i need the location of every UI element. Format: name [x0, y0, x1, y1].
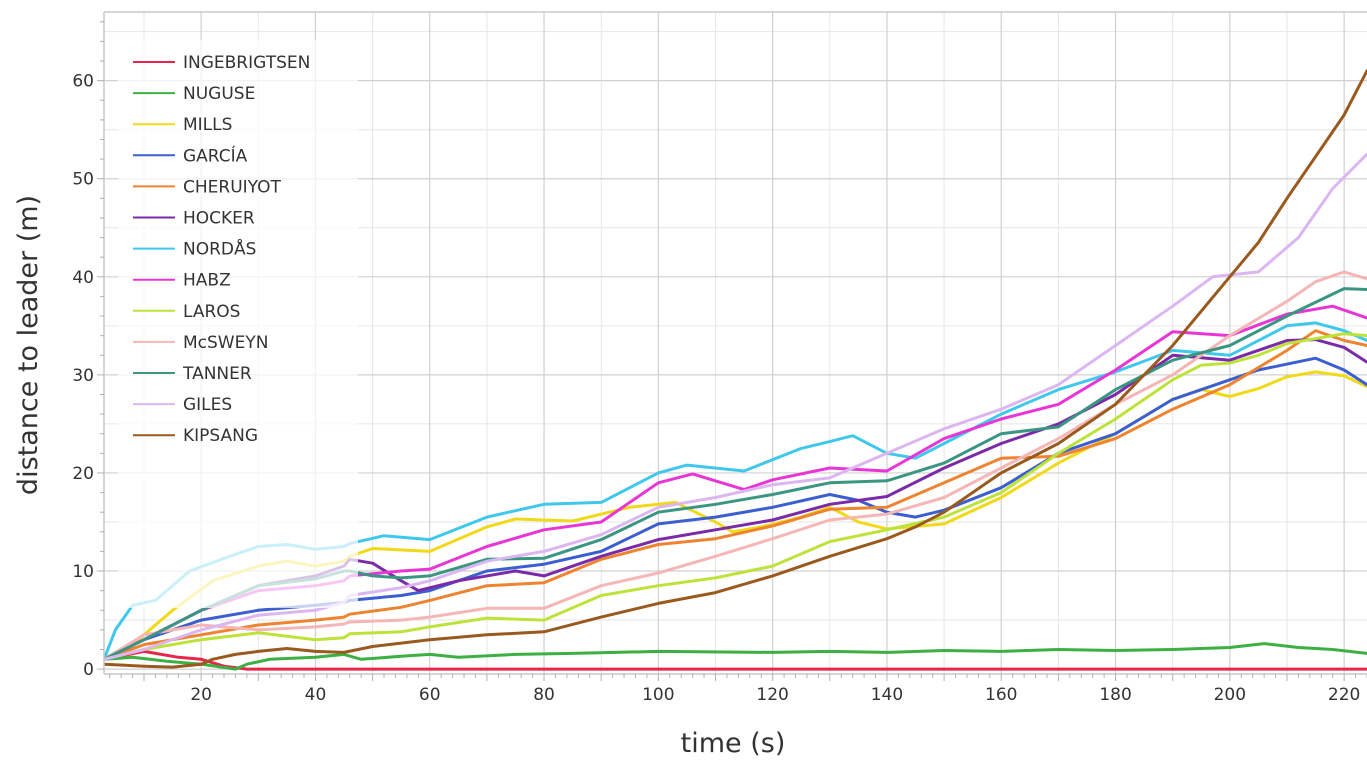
- legend-entry-label: NORDÅS: [183, 238, 256, 260]
- legend-entry-label: CHERUIYOT: [183, 177, 281, 197]
- legend-entry-label: HABZ: [183, 271, 231, 291]
- x-tick-label: 140: [871, 685, 903, 705]
- x-tick-label: 160: [985, 685, 1017, 705]
- series-line-mcsweyn: [104, 270, 1367, 661]
- legend-entry-label: TANNER: [182, 364, 252, 384]
- legend-entry-label: LAROS: [183, 302, 240, 322]
- x-tick-label: 120: [756, 685, 788, 705]
- legend-entry-label: GARCÍA: [183, 144, 248, 166]
- series-line-laros: [104, 332, 1367, 661]
- x-tick-label: 20: [190, 685, 212, 705]
- x-axis-title: time (s): [681, 728, 786, 759]
- x-tick-label: 100: [642, 685, 674, 705]
- y-tick-label: 50: [72, 170, 94, 190]
- legend-entry-label: GILES: [183, 395, 232, 415]
- series-line-kipsang: [104, 69, 1367, 669]
- y-tick-label: 10: [72, 562, 94, 582]
- x-tick-label: 40: [305, 685, 327, 705]
- x-tick-label: 180: [1099, 685, 1131, 705]
- y-tick-label: 40: [72, 268, 94, 288]
- series-line-ingebrigtsen: [104, 649, 1367, 671]
- y-tick-label: 0: [83, 660, 94, 680]
- legend-entry-label: INGEBRIGTSEN: [183, 53, 310, 73]
- y-tick-label: 60: [72, 72, 94, 92]
- legend: INGEBRIGTSEN NUGUSE MILLS GARCÍA CHERUIYOT HO…: [118, 40, 358, 608]
- legend-entry-label: McSWEYN: [183, 333, 268, 353]
- x-tick-label: 220: [1328, 685, 1360, 705]
- legend-entry-label: NUGUSE: [183, 84, 255, 104]
- y-tick-label: 20: [72, 464, 94, 484]
- y-tick-label: 30: [72, 366, 94, 386]
- x-tick-label: 60: [419, 685, 441, 705]
- legend-entry-label: KIPSANG: [183, 426, 258, 446]
- series-line-cheruiyot: [104, 329, 1367, 661]
- x-tick-label: 80: [533, 685, 555, 705]
- x-tick-label: 200: [1214, 685, 1246, 705]
- legend-entry-label: HOCKER: [183, 209, 255, 229]
- series-line-nuguse: [104, 642, 1367, 671]
- axes: 20 40 60 80 100 120 140 160 180 200 220 0 10 20 30 40 50…: [72, 11, 1367, 705]
- legend-background: [118, 40, 358, 608]
- legend-entry-label: MILLS: [183, 115, 232, 135]
- y-axis-title: distance to leader (m): [13, 195, 44, 495]
